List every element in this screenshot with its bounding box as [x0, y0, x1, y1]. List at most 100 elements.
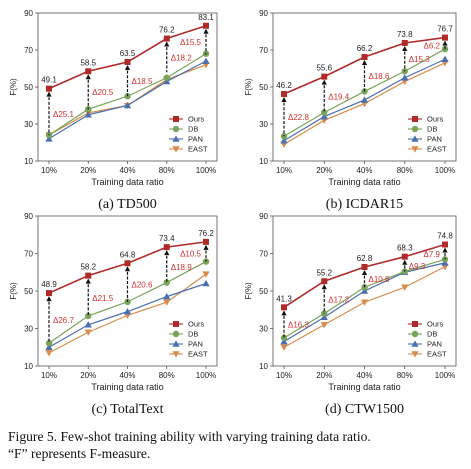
- gain-label: Δ26.7: [53, 316, 74, 325]
- gain-label: Δ18.5: [132, 77, 153, 86]
- value-label: 64.8: [120, 250, 136, 259]
- panel-title: (c) TotalText: [91, 402, 163, 417]
- x-tick-label: 20%: [80, 371, 96, 380]
- x-axis-label: Training data ratio: [91, 177, 163, 187]
- caption-line-1: Figure 5. Few-shot training ability with…: [8, 429, 371, 444]
- y-tick-label: 90: [259, 212, 268, 221]
- legend-label: Ours: [188, 115, 205, 124]
- legend-label: DB: [188, 125, 198, 134]
- legend-marker-ours: [412, 116, 418, 122]
- legend-marker-ours: [412, 321, 418, 327]
- data-point-db: [401, 68, 408, 75]
- x-tick-label: 10%: [41, 166, 57, 175]
- gain-label: Δ18.9: [171, 263, 192, 272]
- gain-label: Δ17.2: [328, 295, 349, 304]
- legend-label: PAN: [188, 135, 203, 144]
- data-point-east: [163, 299, 171, 306]
- y-tick-label: 10: [24, 157, 33, 166]
- gain-label: Δ20.5: [92, 88, 113, 97]
- data-point-pan: [360, 96, 369, 103]
- legend-label: DB: [188, 330, 198, 339]
- y-tick-label: 10: [259, 157, 268, 166]
- y-tick-label: 90: [259, 9, 268, 18]
- value-label: 46.2: [276, 81, 292, 90]
- gain-arrow-head: [361, 270, 368, 275]
- gain-label: Δ19.4: [328, 93, 349, 102]
- data-point-ours: [124, 59, 131, 66]
- data-point-db: [163, 279, 170, 286]
- gain-arrow-head: [164, 41, 170, 47]
- legend-label: Ours: [188, 320, 205, 329]
- legend-label: Ours: [427, 320, 444, 329]
- legend-marker-db: [172, 330, 180, 338]
- legend-marker-east: [172, 146, 180, 153]
- gain-arrow-head: [85, 278, 91, 284]
- value-label: 73.4: [159, 234, 175, 243]
- x-tick-label: 10%: [276, 371, 292, 380]
- legend-label: DB: [427, 330, 437, 339]
- legend-marker-pan: [411, 340, 419, 347]
- y-tick-label: 50: [259, 83, 268, 92]
- legend-marker-east: [411, 146, 419, 153]
- x-tick-label: 80%: [397, 166, 413, 175]
- gain-arrow-head: [85, 74, 91, 80]
- x-tick-label: 100%: [435, 166, 455, 175]
- gain-label: Δ22.8: [288, 113, 309, 122]
- x-tick-label: 80%: [159, 371, 175, 380]
- data-point-pan: [163, 77, 171, 85]
- data-point-pan: [320, 113, 328, 120]
- value-label: 73.8: [397, 30, 413, 39]
- data-point-db: [321, 109, 328, 116]
- gain-label: Δ10.5: [180, 250, 201, 259]
- data-point-ours: [281, 91, 287, 98]
- value-label: 83.1: [198, 13, 214, 22]
- data-point-pan: [45, 343, 53, 351]
- data-point-pan: [280, 338, 288, 345]
- x-axis-label: Training data ratio: [328, 382, 400, 392]
- data-point-ours: [46, 290, 52, 297]
- y-tick-label: 70: [259, 46, 268, 55]
- value-label: 48.9: [41, 280, 57, 289]
- data-point-ours: [361, 264, 368, 270]
- data-point-pan: [84, 111, 92, 118]
- legend-marker-db: [172, 125, 180, 133]
- value-label: 68.3: [397, 244, 413, 253]
- legend-label: Ours: [427, 115, 444, 124]
- data-point-pan: [320, 313, 328, 321]
- chart-panel: 10 30 50 70 90 10% 20% 40% 80% 100% Training data …: [244, 212, 457, 417]
- legend-marker-pan: [172, 135, 180, 142]
- x-tick-label: 80%: [159, 166, 175, 175]
- y-tick-label: 70: [24, 46, 33, 55]
- data-point-pan: [163, 293, 171, 300]
- data-point-ours: [46, 85, 52, 92]
- gain-label: Δ18.2: [171, 53, 192, 62]
- x-tick-label: 40%: [356, 166, 372, 175]
- gain-label: Δ7.9: [424, 250, 441, 259]
- y-tick-label: 30: [259, 120, 268, 129]
- data-point-east: [320, 321, 328, 329]
- gain-label: Δ20.6: [132, 281, 153, 290]
- value-label: 55.2: [316, 268, 332, 277]
- y-tick-label: 50: [24, 83, 33, 92]
- gain-arrow-head: [402, 45, 408, 51]
- legend-label: PAN: [188, 340, 203, 349]
- figure-caption: Figure 5. Few-shot training ability with…: [8, 428, 468, 462]
- gain-arrow-head: [124, 266, 131, 272]
- data-point-pan: [202, 57, 210, 64]
- legend-label: EAST: [427, 350, 447, 359]
- data-point-pan: [441, 55, 449, 63]
- y-tick-label: 10: [259, 362, 268, 371]
- y-tick-label: 90: [24, 212, 33, 221]
- value-label: 58.2: [80, 263, 96, 272]
- data-point-east: [360, 299, 369, 306]
- y-axis-label: F(%): [9, 282, 18, 300]
- data-point-ours: [85, 68, 92, 75]
- chart-panel: 10 30 50 70 90 10% 20% 40% 80% 100% Training data …: [9, 212, 218, 417]
- y-tick-label: 50: [24, 287, 33, 296]
- gain-arrow-head: [46, 296, 52, 302]
- legend-marker-db: [411, 330, 419, 338]
- chart-panel: 10 30 50 70 90 10% 20% 40% 80% 100% Training data …: [9, 9, 218, 212]
- data-point-ours: [85, 272, 92, 279]
- legend-marker-pan: [411, 135, 419, 142]
